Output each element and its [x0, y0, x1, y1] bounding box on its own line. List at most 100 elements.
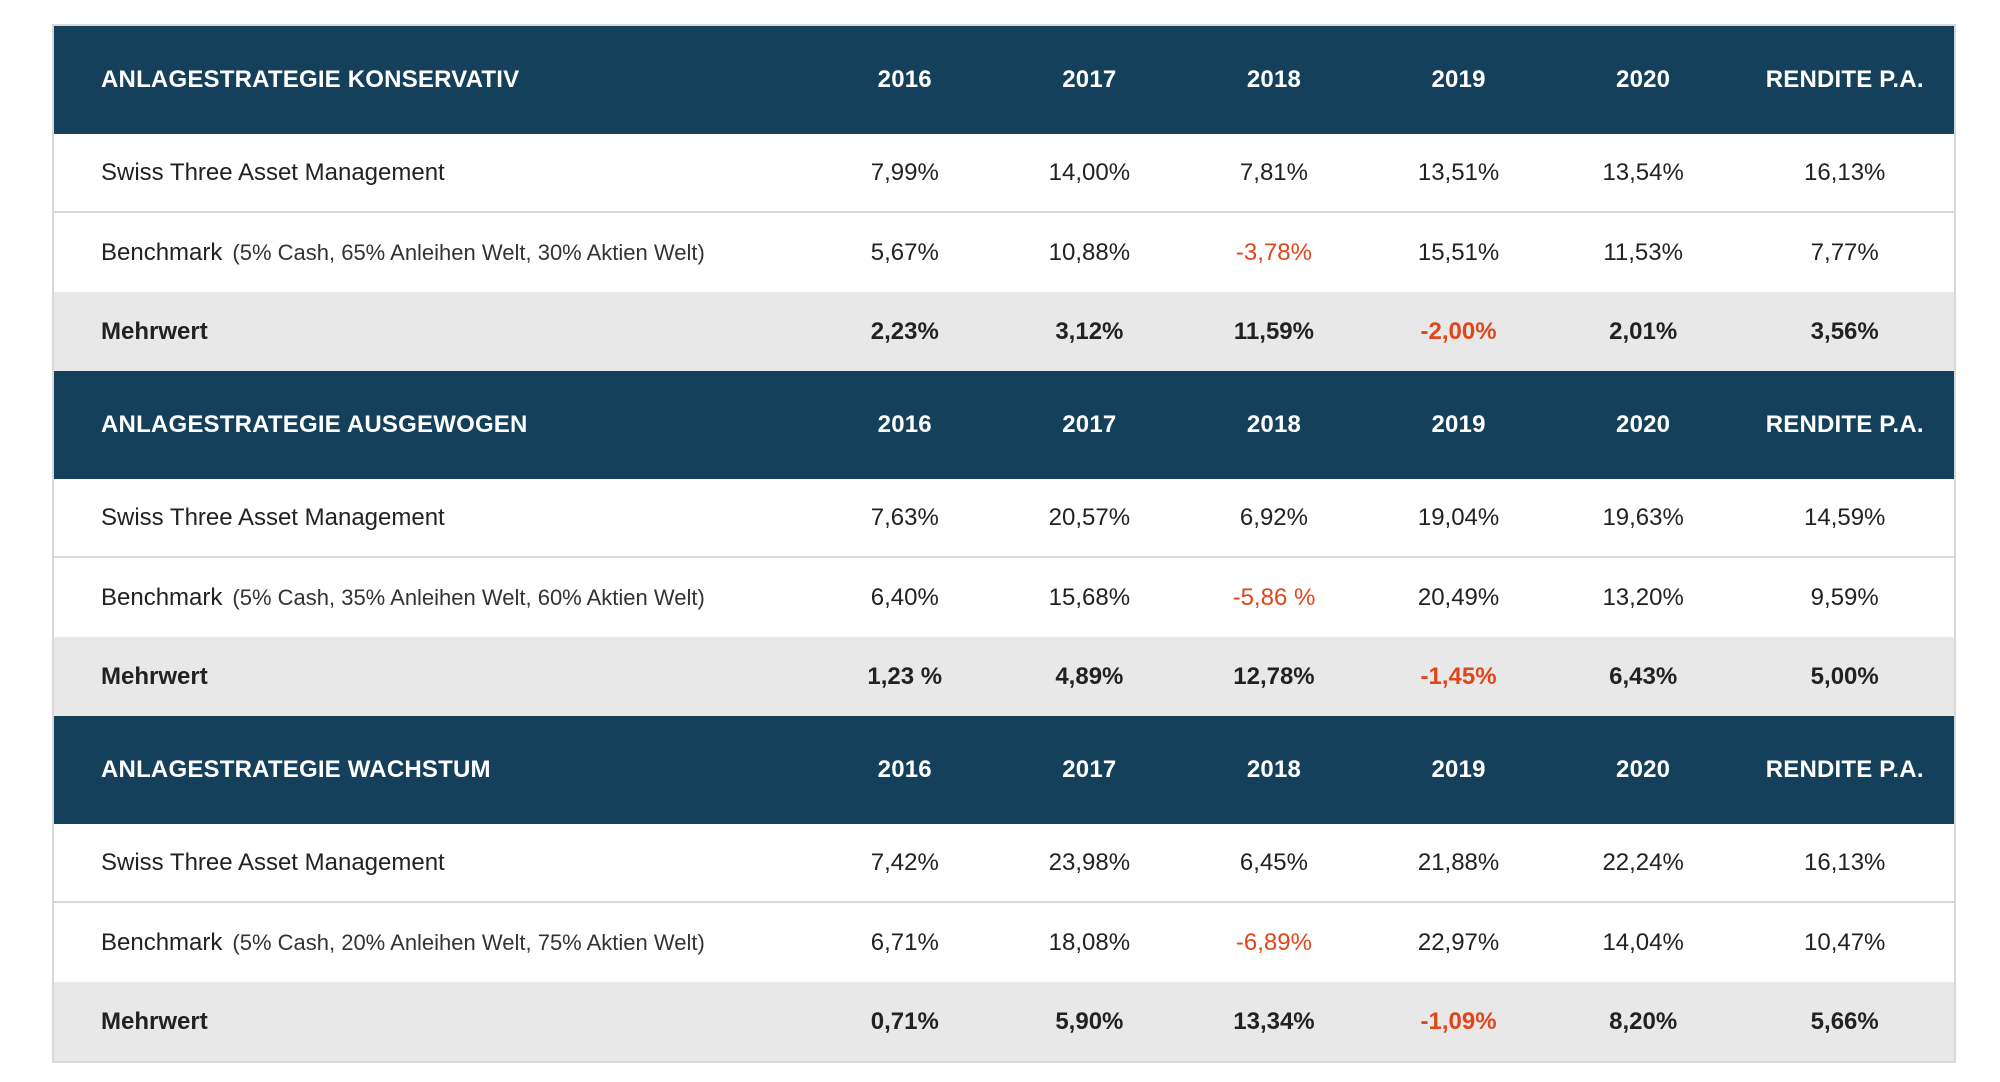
table-cell: 18,08%	[1048, 928, 1131, 956]
table-cell: 12,78%	[1233, 662, 1315, 690]
row-label: Benchmark (5% Cash, 65% Anleihen Welt, 30…	[54, 239, 812, 267]
table-cell-negative: -1,09%	[1420, 1007, 1497, 1035]
table-cell: 19,63%	[1602, 503, 1684, 531]
table-cell-negative: -2,00%	[1420, 317, 1497, 345]
table-cell: 9,59%	[1810, 583, 1879, 611]
table-cell: 5,90%	[1055, 1007, 1124, 1035]
column-header: 2016	[877, 411, 932, 438]
column-header: 2017	[1062, 756, 1117, 783]
row-label-text: Swiss Three Asset Management	[101, 503, 445, 531]
column-header: 2018	[1246, 411, 1302, 438]
table-cell: 0,71%	[870, 1007, 939, 1035]
table-cell: 19,04%	[1417, 503, 1500, 531]
table-cell: 13,51%	[1417, 158, 1500, 186]
section-header: ANLAGESTRATEGIE AUSGEWOGEN 2016 2017 201…	[54, 371, 1954, 479]
section-title: ANLAGESTRATEGIE KONSERVATIV	[101, 66, 520, 93]
table-row: Benchmark (5% Cash, 65% Anleihen Welt, 30…	[54, 213, 1954, 292]
performance-table: ANLAGESTRATEGIE KONSERVATIV 2016 2017 20…	[52, 24, 1956, 1063]
section-konservativ: ANLAGESTRATEGIE KONSERVATIV 2016 2017 20…	[54, 26, 1954, 371]
table-cell: 13,54%	[1602, 158, 1684, 186]
table-cell: 3,12%	[1055, 317, 1124, 345]
row-label: Mehrwert	[54, 1008, 812, 1036]
table-cell: 20,57%	[1048, 503, 1131, 531]
table-cell: 6,40%	[870, 583, 939, 611]
section-ausgewogen: ANLAGESTRATEGIE AUSGEWOGEN 2016 2017 201…	[54, 371, 1954, 716]
row-label: Mehrwert	[54, 318, 812, 346]
table-cell: 16,13%	[1804, 158, 1886, 186]
row-label-text: Mehrwert	[101, 662, 208, 690]
section-wachstum: ANLAGESTRATEGIE WACHSTUM 2016 2017 2018 …	[54, 716, 1954, 1061]
table-cell: 3,56%	[1810, 317, 1879, 345]
table-row: Benchmark (5% Cash, 35% Anleihen Welt, 60…	[54, 558, 1954, 637]
column-header: 2019	[1431, 66, 1486, 93]
column-header: RENDITE P.A.	[1765, 756, 1924, 783]
table-cell-negative: -1,45%	[1420, 662, 1497, 690]
table-cell: 7,42%	[870, 848, 939, 876]
table-cell: 10,88%	[1048, 238, 1131, 266]
table-cell: 6,43%	[1609, 662, 1678, 690]
table-cell: 5,67%	[870, 238, 939, 266]
table-cell: 22,97%	[1417, 928, 1500, 956]
table-cell: 5,66%	[1810, 1007, 1879, 1035]
section-title: ANLAGESTRATEGIE AUSGEWOGEN	[101, 411, 528, 438]
row-label-text: Benchmark	[101, 583, 223, 611]
column-header: 2020	[1616, 66, 1671, 93]
row-label-text: Benchmark	[101, 238, 223, 266]
table-cell: 6,45%	[1239, 848, 1308, 876]
table-cell: 10,47%	[1804, 928, 1886, 956]
row-label: Swiss Three Asset Management	[54, 159, 812, 187]
table-cell-negative: -3,78%	[1235, 238, 1312, 266]
column-header: 2019	[1431, 756, 1486, 783]
table-cell: 15,51%	[1417, 238, 1500, 266]
benchmark-note: (5% Cash, 35% Anleihen Welt, 60% Aktien …	[232, 584, 705, 610]
table-cell: 6,92%	[1239, 503, 1308, 531]
summary-row: Mehrwert 0,71% 5,90% 13,34% -1,09% 8,20%…	[54, 982, 1954, 1061]
table-cell: 4,89%	[1055, 662, 1124, 690]
table-cell-negative: -6,89%	[1235, 928, 1312, 956]
table-cell: 16,13%	[1804, 848, 1886, 876]
row-label: Benchmark (5% Cash, 35% Anleihen Welt, 60…	[54, 584, 812, 612]
table-row: Swiss Three Asset Management 7,63% 20,57…	[54, 479, 1954, 558]
table-cell: 21,88%	[1417, 848, 1500, 876]
column-header: 2020	[1616, 411, 1671, 438]
summary-row: Mehrwert 2,23% 3,12% 11,59% -2,00% 2,01%…	[54, 292, 1954, 371]
table-cell: 13,34%	[1233, 1007, 1315, 1035]
column-header: 2018	[1246, 756, 1302, 783]
column-header: 2017	[1062, 411, 1117, 438]
section-header: ANLAGESTRATEGIE WACHSTUM 2016 2017 2018 …	[54, 716, 1954, 824]
column-header: 2018	[1246, 66, 1302, 93]
table-cell: 14,04%	[1602, 928, 1684, 956]
column-header: RENDITE P.A.	[1765, 411, 1924, 438]
table-cell-negative: -5,86 %	[1232, 583, 1316, 611]
section-title: ANLAGESTRATEGIE WACHSTUM	[101, 756, 491, 783]
row-label-text: Benchmark	[101, 928, 223, 956]
summary-row: Mehrwert 1,23 % 4,89% 12,78% -1,45% 6,43…	[54, 637, 1954, 716]
table-cell: 14,00%	[1048, 158, 1131, 186]
table-row: Benchmark (5% Cash, 20% Anleihen Welt, 75…	[54, 903, 1954, 982]
table-cell: 7,63%	[870, 503, 939, 531]
table-cell: 8,20%	[1609, 1007, 1678, 1035]
column-header: 2019	[1431, 411, 1486, 438]
column-header: 2020	[1616, 756, 1671, 783]
table-row: Swiss Three Asset Management 7,99% 14,00…	[54, 134, 1954, 213]
column-header: RENDITE P.A.	[1765, 66, 1924, 93]
row-label-text: Swiss Three Asset Management	[101, 158, 445, 186]
column-header: 2017	[1062, 66, 1117, 93]
row-label: Benchmark (5% Cash, 20% Anleihen Welt, 75…	[54, 929, 812, 957]
table-cell: 7,81%	[1239, 158, 1308, 186]
table-cell: 11,59%	[1233, 317, 1314, 345]
row-label-text: Mehrwert	[101, 1007, 208, 1035]
table-cell: 22,24%	[1602, 848, 1684, 876]
table-cell: 5,00%	[1810, 662, 1879, 690]
row-label: Mehrwert	[54, 663, 812, 691]
table-row: Swiss Three Asset Management 7,42% 23,98…	[54, 824, 1954, 903]
table-cell: 1,23 %	[867, 662, 943, 690]
table-cell: 2,23%	[870, 317, 939, 345]
section-header: ANLAGESTRATEGIE KONSERVATIV 2016 2017 20…	[54, 26, 1954, 134]
table-cell: 13,20%	[1602, 583, 1684, 611]
table-cell: 2,01%	[1609, 317, 1678, 345]
table-cell: 15,68%	[1048, 583, 1131, 611]
table-cell: 14,59%	[1804, 503, 1886, 531]
table-cell: 11,53%	[1603, 238, 1683, 266]
row-label-text: Swiss Three Asset Management	[101, 848, 445, 876]
